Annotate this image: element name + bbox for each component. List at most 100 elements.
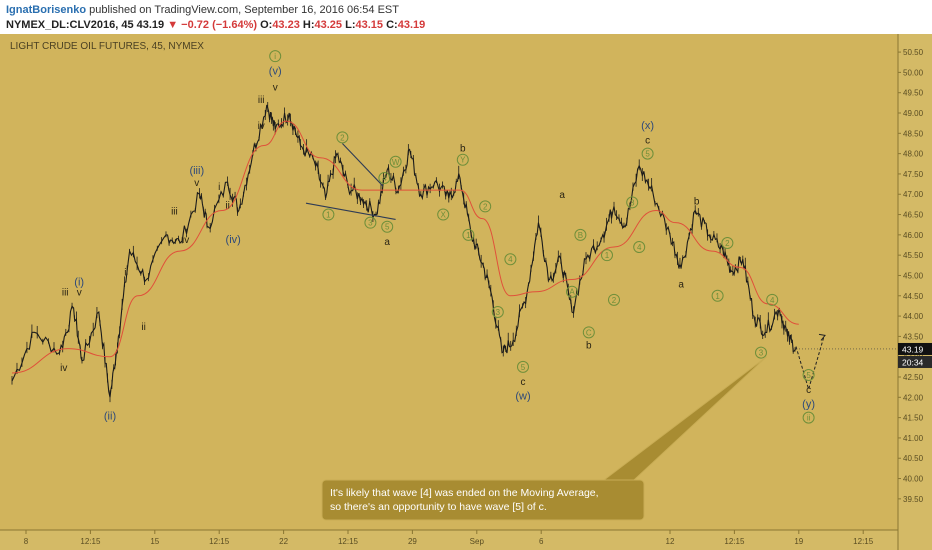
time-tick-label: 12:15	[209, 537, 230, 546]
time-tick-label: 12	[666, 537, 675, 546]
time-tick-label: 29	[408, 537, 417, 546]
wave-label-circled: 2	[721, 236, 734, 249]
last-price-text: 43.19	[902, 344, 924, 354]
time-tick-label: 12:15	[338, 537, 359, 546]
wave-label: a	[559, 190, 565, 201]
wave-label-circled: 1	[711, 289, 724, 302]
wave-label-circled: B	[574, 228, 587, 241]
wave-label-circled: 4	[504, 253, 517, 266]
wave-label-ring	[766, 293, 779, 306]
wave-label-ring	[504, 253, 517, 266]
price-tick-label: 40.50	[903, 454, 924, 463]
wave-label: iii	[171, 206, 178, 217]
wave-label-ring	[381, 220, 394, 233]
triangle-boundary-line	[342, 143, 384, 187]
wave-label-text: 1	[466, 231, 471, 240]
moving-average-series	[11, 120, 799, 374]
price-tick-label: 45.00	[903, 271, 924, 280]
wave-label: iii	[258, 95, 265, 106]
projection-arrowhead	[818, 333, 826, 341]
wave-label-text: A	[569, 288, 575, 297]
annotation-text-line-2: so there's an opportunity to have wave […	[330, 501, 547, 513]
author-link[interactable]: IgnatBorisenko	[6, 4, 87, 16]
wave-label-ring	[378, 171, 391, 184]
annotation-layer: It's likely that wave [4] was ended on t…	[321, 356, 767, 521]
wave-label-text: 2	[483, 202, 488, 211]
wave-label-circled: 3	[626, 196, 639, 209]
wave-label-text: 2	[612, 296, 617, 305]
wave-label: (iii)	[189, 165, 204, 177]
price-tick-label: 46.50	[903, 211, 924, 220]
wave-label-ring	[633, 241, 646, 254]
wave-label-ring	[517, 360, 529, 373]
wave-label-ring	[491, 306, 504, 319]
wave-label-circled: 2	[608, 293, 620, 306]
wave-label-ring	[479, 200, 492, 213]
price-series	[11, 104, 797, 398]
publish-line: IgnatBorisenko published on TradingView.…	[6, 4, 399, 16]
wave-label: a	[678, 280, 684, 291]
wave-label-circled: 2	[479, 200, 492, 213]
high-value: 43.25	[314, 19, 343, 31]
wave-label-text: 4	[382, 174, 387, 183]
wave-label: (ii)	[104, 411, 116, 423]
wave-label: (x)	[641, 120, 654, 132]
time-axis-ticks: 8 12:15 15 12:15 22 12:15 29 Sep 6 12 12:15 19 12:15	[24, 530, 874, 546]
last-price-box	[898, 342, 932, 355]
wave-label: ii	[141, 322, 145, 333]
wave-label: i	[218, 182, 220, 193]
price-tick-label: 42.50	[903, 373, 924, 382]
change-value: ▼ −0.72 (−1.64%)	[167, 19, 258, 31]
wave-label-ring	[601, 249, 613, 262]
wave-label-text: 2	[725, 239, 730, 248]
price-tick-label: 45.50	[903, 251, 924, 260]
price-tick-label: 44.00	[903, 312, 924, 321]
close-value: 43.19	[397, 19, 426, 31]
time-tick-label: 12:15	[853, 537, 874, 546]
wave-label: v	[273, 83, 278, 94]
wave-label: (iv)	[226, 234, 241, 246]
wave-label-text: 3	[368, 219, 373, 228]
wave-label-text: 4	[508, 255, 513, 264]
wave-label-ring	[755, 346, 767, 359]
wave-label-ring	[721, 236, 734, 249]
wave-label-ring	[322, 208, 335, 221]
last-price-tag: 43.19 20:34	[796, 342, 932, 368]
wave-label-circled: 4	[766, 293, 779, 306]
wave-label-ring	[608, 293, 620, 306]
wave-label: i	[124, 267, 126, 278]
wave-label-circled: 5	[381, 220, 394, 233]
wave-label-text: 4	[637, 243, 642, 252]
price-tick-label: 50.50	[903, 48, 924, 57]
wave-label-text: 3	[630, 198, 635, 207]
wave-label-ring	[456, 153, 469, 166]
wave-label: c	[521, 377, 526, 388]
wave-label-text: W	[392, 158, 400, 167]
wave-label-ring	[389, 155, 402, 168]
plot-background	[0, 34, 898, 530]
price-tick-label: 48.00	[903, 150, 924, 159]
time-tick-label: 12:15	[724, 537, 745, 546]
wave-label-circled: Y	[456, 153, 469, 166]
wave-label-ring	[582, 326, 595, 339]
wave-label-text: 1	[326, 211, 331, 220]
wave-label-circled: i	[269, 50, 282, 63]
published-text: published on TradingView.com, September …	[89, 4, 399, 16]
price-tick-label: 42.00	[903, 393, 924, 402]
wave-label: iv	[182, 235, 189, 246]
wave-label-ring	[462, 228, 475, 241]
price-chart[interactable]: LIGHT CRUDE OIL FUTURES, 45, NYMEX 39.50…	[0, 34, 932, 550]
open-label: O:	[260, 19, 273, 31]
wave-label-circled: A	[566, 285, 578, 298]
wave-label-text: Y	[460, 156, 466, 165]
triangle-boundary-line	[305, 202, 396, 220]
wave-label: v	[77, 288, 82, 299]
wave-label-ring	[437, 208, 450, 221]
price-tick-label: 49.00	[903, 109, 924, 118]
wave-label-text: 1	[605, 251, 610, 260]
low-label: L:	[345, 19, 356, 31]
series-layer	[11, 101, 826, 403]
wave-label-ring	[711, 289, 724, 302]
price-tick-label: 41.00	[903, 434, 924, 443]
wave-label: b	[586, 341, 592, 352]
